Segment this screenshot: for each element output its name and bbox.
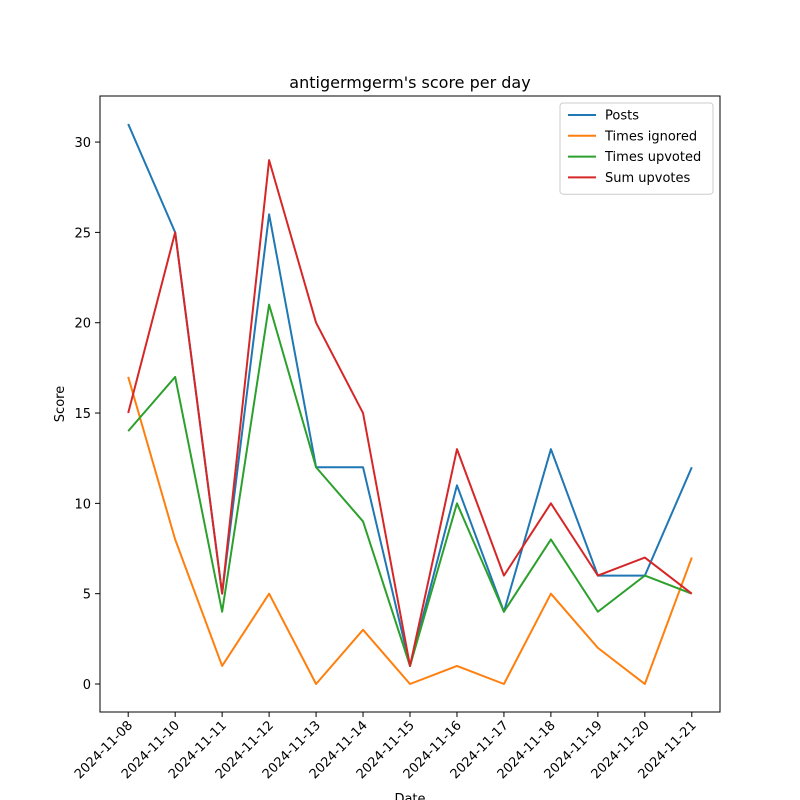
y-axis-label: Score: [53, 386, 68, 422]
legend: Posts Times ignored Times upvoted Sum upvot…: [559, 102, 714, 195]
x-axis-label: Date: [394, 792, 425, 800]
series-line-times-upvoted: [127, 303, 693, 667]
legend-label-posts: Posts: [605, 109, 639, 124]
y-tick-label: 15: [74, 407, 91, 422]
y-tick-label: 5: [83, 588, 91, 603]
plot-frame: [99, 95, 721, 713]
y-tick-label: 0: [83, 678, 91, 693]
series-line-posts: [127, 123, 693, 667]
y-tick-label: 25: [74, 226, 91, 241]
series-line-sum-upvotes: [127, 159, 693, 667]
y-tick-label: 30: [74, 136, 91, 151]
series-line-times-ignored: [127, 376, 693, 685]
chart-title: antigermgerm's score per day: [289, 73, 530, 92]
legend-box: [559, 102, 714, 195]
legend-label-times-ignored: Times ignored: [604, 129, 697, 144]
y-tick-label: 20: [74, 317, 91, 332]
legend-label-sum-upvotes: Sum upvotes: [605, 171, 691, 186]
y-tick-label: 10: [74, 497, 91, 512]
legend-label-times-upvoted: Times upvoted: [604, 150, 701, 165]
